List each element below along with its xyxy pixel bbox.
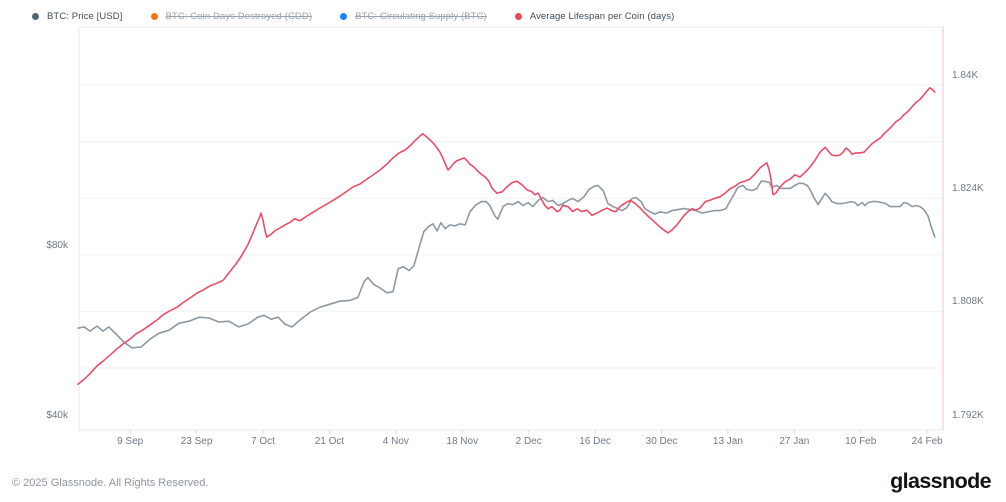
y-axis-label: 1.808K bbox=[952, 296, 984, 308]
y-axis-label: $80k bbox=[46, 239, 68, 251]
x-axis-label: 21 Oct bbox=[314, 436, 345, 447]
x-axis-label: 2 Dec bbox=[515, 436, 542, 447]
legend-item-lifespan[interactable]: Average Lifespan per Coin (days) bbox=[514, 11, 675, 22]
x-axis-label: 10 Feb bbox=[845, 436, 877, 447]
series-color-dot bbox=[514, 13, 522, 20]
x-axis-label: 7 Oct bbox=[251, 436, 275, 447]
x-axis-label: 16 Dec bbox=[579, 436, 611, 447]
x-axis-label: 9 Sep bbox=[117, 436, 144, 447]
legend-item-price[interactable]: BTC: Price [USD] bbox=[32, 11, 123, 22]
price-line bbox=[77, 180, 936, 349]
legend-item-supply[interactable]: BTC: Circulating Supply (BTC) bbox=[340, 11, 487, 22]
glassnode-logo[interactable]: glassnode bbox=[890, 469, 992, 493]
legend-label: Average Lifespan per Coin (days) bbox=[529, 11, 675, 22]
legend-item-cdd[interactable]: BTC: Coin Days Destroyed (CDD) bbox=[150, 11, 313, 22]
x-axis-label: 4 Nov bbox=[382, 436, 409, 447]
y-axis-label: 1.792K bbox=[952, 409, 984, 421]
x-axis-label: 30 Dec bbox=[645, 436, 678, 447]
x-axis-label: 27 Jan bbox=[779, 436, 810, 447]
series-color-dot bbox=[150, 13, 158, 20]
x-axis-label: 18 Nov bbox=[446, 436, 479, 447]
y-axis-label: 1.84K bbox=[952, 70, 979, 81]
lifespan-line bbox=[77, 87, 936, 386]
x-axis-label: 23 Sep bbox=[180, 436, 213, 447]
legend-label: BTC: Coin Days Destroyed (CDD) bbox=[165, 11, 313, 22]
y-axis-label: 1.824K bbox=[952, 183, 984, 195]
x-axis-label: 24 Feb bbox=[911, 436, 943, 447]
y-axis-label: $40k bbox=[46, 409, 68, 421]
legend: BTC: Price [USD] BTC: Coin Days Destroyed… bbox=[32, 11, 674, 22]
legend-label: BTC: Price [USD] bbox=[47, 11, 123, 22]
plot-area[interactable] bbox=[79, 27, 943, 430]
x-axis-label: 13 Jan bbox=[712, 436, 743, 447]
series-color-dot bbox=[340, 13, 348, 20]
series-color-dot bbox=[32, 13, 39, 20]
footer-copyright: © 2025 Glassnode. All Rights Reserved. bbox=[12, 477, 209, 489]
legend-label: BTC: Circulating Supply (BTC) bbox=[355, 11, 487, 22]
